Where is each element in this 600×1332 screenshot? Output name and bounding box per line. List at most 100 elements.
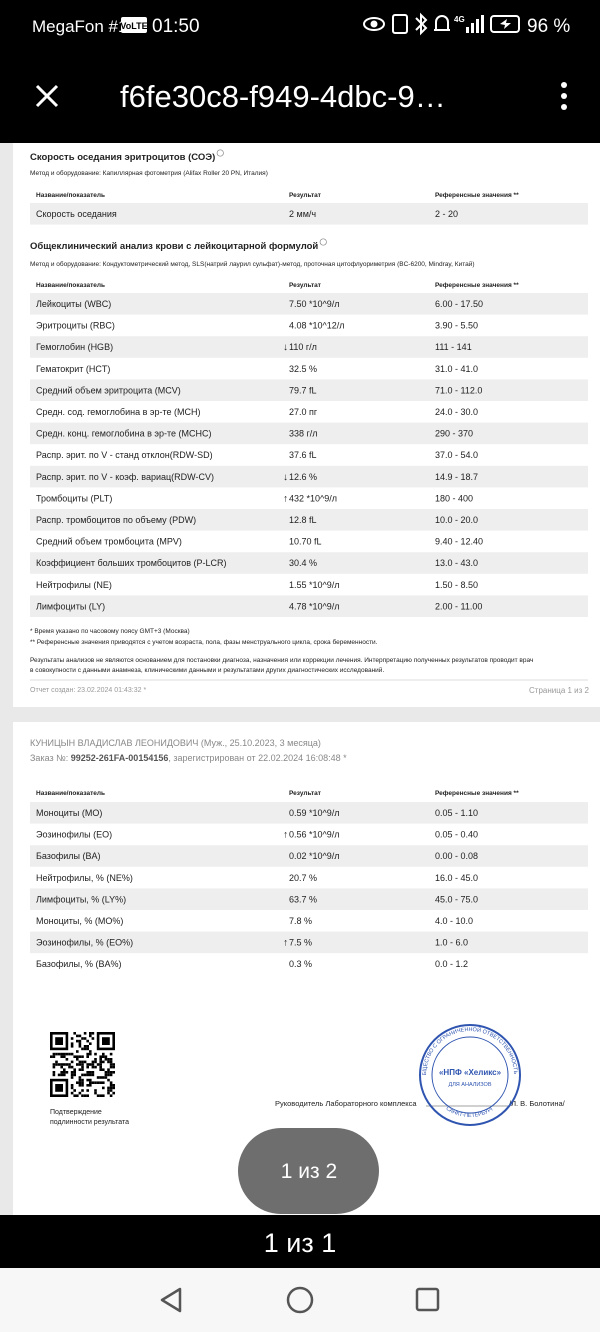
row-reference: 16.0 - 45.0	[435, 873, 478, 883]
qr-module	[78, 1068, 82, 1071]
qr-module	[76, 1081, 79, 1084]
qr-module	[81, 1078, 84, 1082]
toolbar-title: f6fe30c8-f949-4dbc-9…	[120, 79, 446, 114]
qr-caption: Подтверждение	[50, 1109, 102, 1116]
qr-module	[91, 1060, 95, 1064]
qr-module	[63, 1071, 66, 1074]
row-flag: ↓	[283, 342, 288, 353]
row-name: Нейтрофилы, % (NE%)	[36, 873, 133, 883]
table-header: Результат	[289, 282, 321, 289]
nav-recents[interactable]	[415, 1287, 440, 1312]
qr-module	[81, 1047, 84, 1051]
row-background	[30, 422, 588, 445]
qr-module	[60, 1071, 63, 1074]
qr-module	[99, 1065, 102, 1069]
qr-module	[60, 1055, 63, 1058]
network-type: 4G	[454, 15, 465, 24]
charging-bolt	[500, 19, 511, 29]
qr-module	[89, 1034, 92, 1038]
row-result: 0.56 *10^9/л	[289, 830, 340, 840]
row-name: Эозинофилы (EO)	[36, 830, 112, 840]
row-background	[30, 336, 588, 358]
qr-module	[81, 1055, 84, 1058]
row-result: 2 мм/ч	[289, 209, 316, 219]
stamp-subtitle: ДЛЯ АНАЛИЗОВ	[448, 1082, 491, 1088]
table-header: Название/показатель	[36, 790, 105, 797]
qr-module	[109, 1058, 113, 1061]
qr-module	[83, 1060, 87, 1064]
qr-module	[109, 1073, 113, 1077]
row-name: Базофилы, % (BA%)	[36, 959, 122, 969]
row-background	[30, 931, 588, 954]
row-name: Гемоглобин (HGB)	[36, 342, 113, 352]
qr-module	[104, 1076, 108, 1079]
row-result: 32.5 %	[289, 364, 317, 374]
qr-module	[102, 1076, 105, 1079]
row-result: 7.5 %	[289, 938, 312, 948]
bottom-bar	[0, 1215, 600, 1268]
qr-module	[107, 1060, 110, 1064]
qr-module	[83, 1047, 87, 1051]
row-result: 4.78 *10^9/л	[289, 601, 340, 611]
footnote: * Время указано по часовому поясу GMT+3 …	[30, 628, 190, 635]
qr-module	[104, 1071, 108, 1074]
table-header: Референсные значения **	[435, 790, 519, 797]
row-result: 27.0 пг	[289, 407, 318, 417]
close-button[interactable]	[35, 84, 59, 108]
row-result: 7.8 %	[289, 916, 312, 926]
row-name: Лейкоциты (WBC)	[36, 299, 111, 309]
signal-bars	[466, 15, 484, 33]
row-result: 0.59 *10^9/л	[289, 808, 340, 818]
qr-finder	[55, 1084, 63, 1092]
qr-module	[86, 1073, 89, 1077]
qr-module	[102, 1094, 105, 1097]
row-reference: 31.0 - 41.0	[435, 364, 478, 374]
nav-back[interactable]	[160, 1287, 182, 1313]
row-result: 7.50 *10^9/л	[289, 299, 340, 309]
qr-module	[55, 1052, 58, 1056]
qr-code	[50, 1032, 115, 1097]
qr-module	[63, 1073, 66, 1077]
stamp	[419, 1024, 521, 1126]
row-result: 110 г/л	[289, 342, 317, 352]
info-icon	[216, 149, 224, 157]
row-reference: 0.05 - 1.10	[435, 808, 478, 818]
footnote: ** Референсные значения приводятся с уче…	[30, 638, 378, 646]
qr-module	[52, 1065, 56, 1069]
qr-module	[107, 1068, 110, 1071]
qr-module	[96, 1081, 100, 1084]
report-created: Отчет создан: 23.02.2024 01:43:32 *	[30, 687, 146, 694]
qr-module	[94, 1081, 97, 1084]
qr-module	[78, 1084, 82, 1087]
qr-module	[70, 1052, 74, 1056]
qr-module	[78, 1081, 82, 1084]
qr-module	[81, 1063, 84, 1066]
menu-button[interactable]	[561, 82, 567, 110]
row-result: 12.6 %	[289, 472, 317, 482]
qr-module	[109, 1060, 113, 1064]
qr-module	[60, 1073, 63, 1077]
row-reference: 4.0 - 10.0	[435, 916, 473, 926]
row-name: Моноциты (MO)	[36, 808, 102, 818]
qr-module	[70, 1086, 74, 1090]
qr-module	[89, 1052, 92, 1056]
qr-module	[109, 1065, 113, 1069]
qr-module	[65, 1058, 69, 1061]
qr-module	[70, 1045, 74, 1048]
qr-module	[52, 1071, 56, 1074]
signature-role: Руководитель Лабораторного комплекса	[275, 1099, 417, 1108]
row-name: Распр. эрит. по V - коэф. вариац(RDW-CV)	[36, 472, 214, 482]
qr-finder	[102, 1037, 110, 1045]
qr-module	[50, 1055, 53, 1058]
row-reference: 9.40 - 12.40	[435, 537, 483, 547]
qr-module	[52, 1052, 56, 1056]
qr-module	[78, 1063, 82, 1066]
qr-module	[102, 1052, 105, 1056]
qr-module	[102, 1060, 105, 1064]
qr-module	[73, 1068, 76, 1071]
nav-home[interactable]	[286, 1286, 314, 1314]
clock: 01:50	[152, 16, 200, 37]
qr-module	[99, 1063, 102, 1066]
row-reference: 10.0 - 20.0	[435, 515, 478, 525]
